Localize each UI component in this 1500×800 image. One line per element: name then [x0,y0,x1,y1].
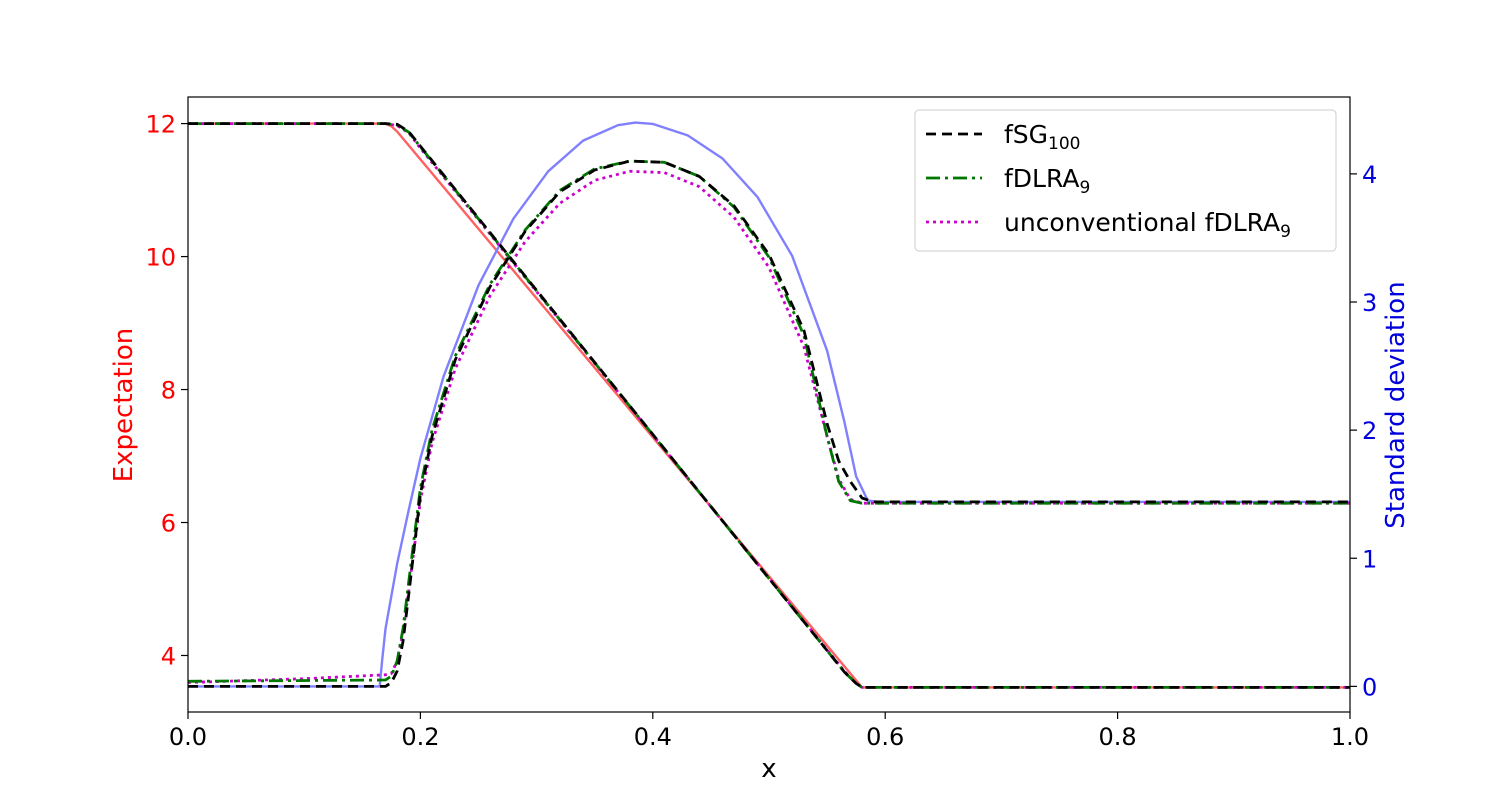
left-tick-label: 12 [145,111,176,139]
left-tick-label: 6 [161,510,176,538]
right-tick-label: 0 [1362,673,1377,701]
plot-frame [187,96,1351,713]
right-tick-label: 2 [1362,417,1377,445]
left-tick-label: 4 [161,642,176,670]
legend-label-unconventional: unconventional fDLRA9 [1004,208,1291,242]
x-axis: 0.0 0.2 0.4 0.6 0.8 1.0 [169,712,1369,751]
series-line-fSG-right [188,159,1350,688]
left-y-axis: 4 6 8 10 12 [145,111,188,670]
series-line-fSG-left [188,122,1350,689]
x-axis-label: x [761,754,776,784]
x-tick-label: 0.6 [866,723,904,751]
right-y-axis: 0 1 2 3 4 [1350,161,1377,701]
x-tick-label: 0.4 [634,723,672,751]
right-y-axis-label: Standard deviation [1381,281,1411,528]
right-tick-label: 4 [1362,161,1377,189]
right-tick-label: 1 [1362,545,1377,573]
x-tick-label: 1.0 [1331,723,1369,751]
legend-label-fDLRA: fDLRA9 [1004,164,1090,198]
left-tick-label: 10 [145,244,176,272]
x-tick-label: 0.8 [1099,723,1137,751]
series-line-reference_std-right [188,121,1350,688]
right-tick-label: 3 [1362,289,1377,317]
left-tick-label: 8 [161,377,176,405]
legend-box [914,109,1337,252]
x-tick-label: 0.2 [401,723,439,751]
x-tick-label: 0.0 [169,723,207,751]
left-y-axis-label: Expectation [109,328,139,483]
